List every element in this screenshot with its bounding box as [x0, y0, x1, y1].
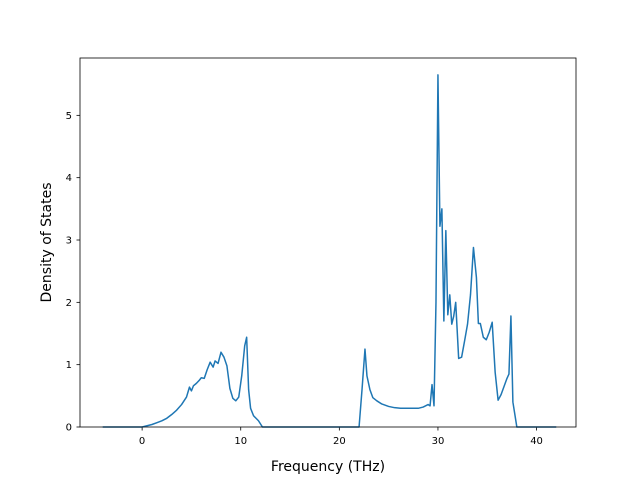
x-tick-label: 40 [530, 436, 543, 447]
plot-frame [79, 57, 577, 428]
y-tick-label: 1 [66, 360, 72, 371]
x-axis-label: Frequency (THz) [271, 459, 385, 475]
y-tick-label: 2 [66, 298, 72, 309]
x-tick-label: 20 [333, 436, 346, 447]
y-tick-label: 3 [66, 236, 72, 247]
dos-series-line [102, 74, 557, 428]
x-tick-label: 10 [234, 436, 247, 447]
y-axis-label: Density of States [39, 183, 55, 303]
y-tick-label: 4 [66, 173, 72, 184]
plot-area: 0 10 20 30 40 0 1 2 3 4 5 [66, 57, 577, 447]
y-axis-ticks: 0 1 2 3 4 5 [66, 111, 80, 434]
x-tick-label: 30 [432, 436, 445, 447]
x-tick-label: 0 [139, 436, 145, 447]
y-tick-label: 5 [66, 111, 72, 122]
x-axis-ticks: 0 10 20 30 40 [139, 427, 543, 447]
y-tick-label: 0 [66, 423, 72, 434]
